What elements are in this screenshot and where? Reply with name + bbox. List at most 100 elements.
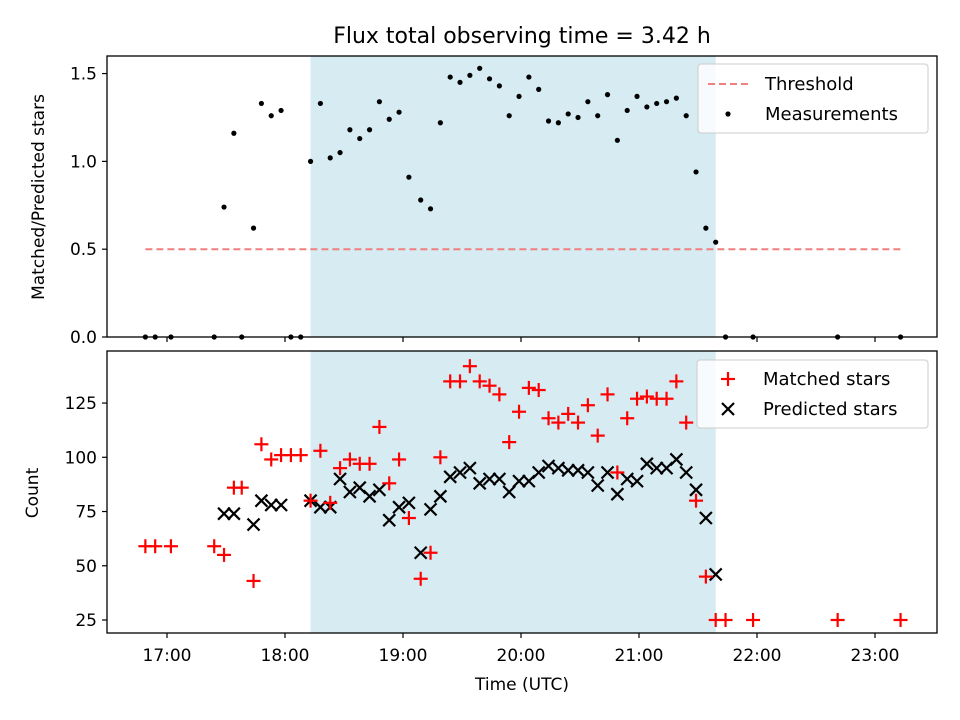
top-legend: Threshold Measurements [697,63,929,134]
predicted-star-marker [264,498,279,512]
matched-star-marker [303,493,318,508]
measurement-point [231,130,237,136]
measurement-point [595,113,601,119]
measurement-point [467,72,473,78]
matched-star-marker [571,415,586,430]
matched-star-marker [531,383,546,398]
measurement-point [366,127,373,133]
matched-star-marker [620,411,635,426]
matched-star-marker [521,380,536,395]
bottom-y-ticks: 25 50 75 100 125 [65,394,107,631]
top-panel: 0.0 0.5 1.0 1.5 Matched/Predicted stars Thr… [29,55,938,348]
matched-star-marker [472,374,487,389]
measurement-points [142,65,904,340]
measurement-point [713,239,719,245]
matched-star-marker [293,448,308,463]
predicted-star-marker [254,493,269,508]
measurement-point [437,120,443,126]
matched-star-marker [234,480,249,495]
measurement-point [347,127,353,133]
matched-star-marker [610,465,625,480]
predicted-star-marker [343,485,357,499]
bottom-observing-span [310,351,716,633]
predicted-star-marker [423,502,438,517]
measurement-point [516,93,522,99]
matched-star-marker [264,452,279,467]
measurement-point [585,99,591,105]
bottom-ytick-label: 75 [75,503,97,523]
xtick-label: 23:00 [851,646,900,666]
top-legend-frame [697,63,929,134]
measurement-point [258,100,264,107]
predicted-star-marker [640,457,654,471]
xtick-label: 18:00 [261,646,310,666]
bottom-ytick-label: 125 [65,394,97,414]
predicted-star-marker [382,513,397,527]
matched-star-marker [630,391,645,406]
matched-star-marker [561,406,576,421]
bottom-axes-frame [106,350,938,634]
predicted-star-marker [362,489,377,504]
predicted-star-marker [392,500,406,514]
legend-measurements-swatch [725,111,731,117]
predicted-star-marker [620,472,634,486]
matched-star-marker [482,378,497,393]
bottom-legend: Matched stars Predicted stars [696,359,929,429]
matched-star-marker [551,415,566,430]
matched-star-marker [207,539,222,554]
predicted-star-marker [246,517,261,532]
top-axes-frame [106,55,938,338]
measurement-point [427,206,434,212]
matched-star-marker [502,435,517,450]
measurement-point [536,86,542,92]
predicted-star-marker [541,459,556,473]
bottom-x-ticks: 17:00 18:00 19:00 20:00 21:00 22:00 23:00 [143,633,900,666]
top-y-axis-label: Matched/Predicted stars [29,94,49,300]
matched-star-marker [659,391,674,406]
measurement-point [477,65,483,71]
measurement-point [418,197,424,203]
measurement-point [386,116,392,122]
legend-measurements-label: Measurements [765,104,898,125]
matched-star-marker [462,359,477,374]
predicted-star-marker [581,465,595,480]
legend-threshold-label: Threshold [764,74,854,95]
matched-star-marker [382,476,397,491]
measurement-point [221,204,227,210]
matched-star-marker [669,374,684,389]
measurement-point [673,95,679,101]
predicted-star-marker [600,465,615,480]
measurement-point [396,109,402,115]
predicted-star-marker [443,470,457,484]
predicted-star-marker [502,485,516,499]
measurement-point [250,225,257,231]
top-ytick-label: 0.5 [70,240,97,260]
predicted-star-marker [227,506,241,521]
xtick-label: 19:00 [379,646,428,666]
matched-star-marker [254,437,269,452]
bottom-panel: 25 50 75 100 125 17:00 18:00 19:00 20:00 21:00 22… [23,350,938,695]
predicted-star-marker [433,489,448,504]
legend-matched-swatch [721,372,735,386]
top-observing-span [310,56,716,337]
matched-star-marker [342,452,357,467]
bottom-y-axis-label: Count [23,467,43,518]
matched-star-marker [413,571,428,586]
measurement-point [278,107,284,114]
predicted-star-marker [669,452,684,467]
measurement-point [565,111,571,117]
matched-star-marker [893,612,908,627]
matched-star-marker [148,539,163,554]
predicted-star-marker [689,483,703,497]
predicted-star-marker [630,474,644,488]
matched-star-marker [718,612,733,627]
top-ytick-label: 1.5 [70,65,97,85]
predicted-star-marker [333,472,347,486]
top-ytick-label: 0.0 [70,328,97,348]
matched-star-marker [746,612,761,627]
measurement-point [406,174,412,180]
predicted-star-marker [274,498,288,512]
bottom-ytick-label: 100 [65,448,97,468]
top-x-ticks [166,337,876,342]
